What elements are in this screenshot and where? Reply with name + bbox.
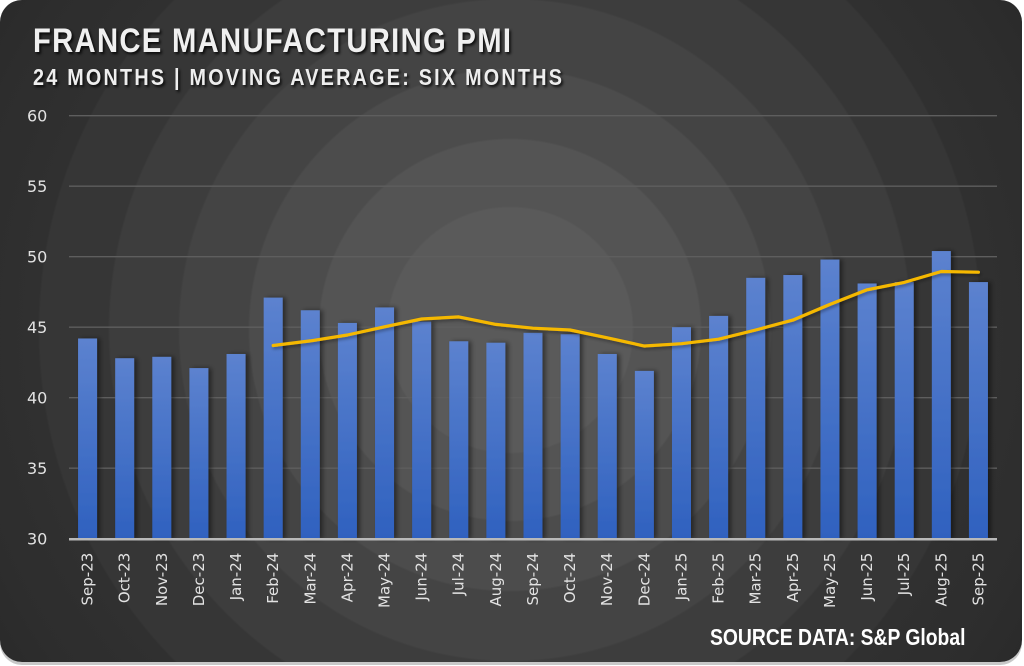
bar-jun-24 [412, 321, 432, 539]
x-tick-label: Apr-24 [338, 553, 356, 603]
x-tick-label: Apr-25 [784, 553, 802, 603]
y-tick-label: 35 [27, 459, 47, 478]
x-tick-label: Sep-25 [969, 553, 987, 606]
x-tick-label: Jun-24 [413, 553, 431, 602]
bar-jul-24 [449, 341, 469, 539]
x-tick-label: Dec-24 [635, 553, 653, 607]
bar-jul-25 [894, 282, 914, 539]
y-tick-label: 60 [27, 107, 47, 126]
bar-feb-25 [709, 315, 729, 539]
bar-oct-24 [560, 334, 580, 539]
x-tick-label: May-25 [821, 553, 839, 608]
x-tick-label: Sep-24 [524, 553, 542, 606]
x-tick-label: Mar-25 [747, 553, 765, 605]
bar-oct-23 [115, 358, 135, 539]
x-tick-label: Feb-25 [710, 553, 728, 604]
x-tick-label: Oct-24 [561, 553, 579, 603]
x-tick-label: Jan-24 [227, 553, 245, 602]
bar-jan-25 [671, 327, 691, 539]
chart-title: FRANCE MANUFACTURING PMI [33, 22, 513, 60]
y-tick-label: 45 [27, 318, 47, 337]
y-tick-label: 40 [27, 389, 47, 408]
bar-may-25 [820, 259, 840, 539]
bar-sep-24 [523, 332, 543, 539]
x-tick-label: Jan-25 [672, 553, 690, 602]
x-tick-label: May-24 [376, 553, 394, 608]
y-tick-label: 55 [27, 177, 47, 196]
x-tick-label: Dec-23 [190, 553, 208, 607]
x-tick-label: Nov-24 [598, 553, 616, 606]
bar-dec-23 [189, 368, 209, 539]
y-tick-label: 50 [27, 248, 47, 267]
bar-series [78, 251, 988, 539]
bar-mar-24 [300, 310, 320, 539]
x-tick-label: Jul-25 [895, 553, 913, 597]
x-tick-label: Feb-24 [264, 553, 282, 604]
bar-jun-25 [857, 283, 877, 539]
moving-average-line [271, 269, 981, 348]
bar-jan-24 [226, 353, 246, 539]
bar-aug-24 [486, 342, 506, 539]
x-axis-ticks: Sep-23 Oct-23 Nov-23 Dec-23 Jan-24 Feb-24 Mar-… [79, 553, 988, 608]
bar-sep-23 [78, 338, 98, 539]
x-tick-label: Sep-23 [79, 553, 97, 606]
x-tick-label: Oct-23 [116, 553, 134, 603]
chart-subtitle: 24 MONTHS | MOVING AVERAGE: SIX MONTHS [33, 64, 565, 90]
y-axis-ticks: 30 35 40 45 50 55 60 [27, 107, 47, 549]
bar-sep-25 [968, 282, 988, 539]
bar-mar-25 [746, 277, 766, 539]
x-tick-label: Jun-25 [858, 553, 876, 602]
bar-aug-25 [931, 251, 951, 539]
y-tick-label: 30 [27, 530, 47, 549]
bar-apr-24 [337, 322, 357, 539]
x-tick-label: Jul-24 [450, 553, 468, 597]
bar-nov-24 [597, 353, 617, 539]
bar-apr-25 [783, 275, 803, 539]
x-tick-label: Aug-25 [932, 553, 950, 607]
bar-dec-24 [634, 370, 654, 539]
source-note: SOURCE DATA: S&P Global [710, 624, 966, 650]
bar-may-24 [375, 307, 395, 539]
bar-nov-23 [152, 356, 172, 539]
bar-feb-24 [263, 297, 283, 539]
moving-average-series [271, 269, 981, 348]
x-tick-label: Mar-24 [301, 553, 319, 605]
x-tick-label: Nov-23 [153, 553, 171, 606]
x-tick-label: Aug-24 [487, 553, 505, 607]
